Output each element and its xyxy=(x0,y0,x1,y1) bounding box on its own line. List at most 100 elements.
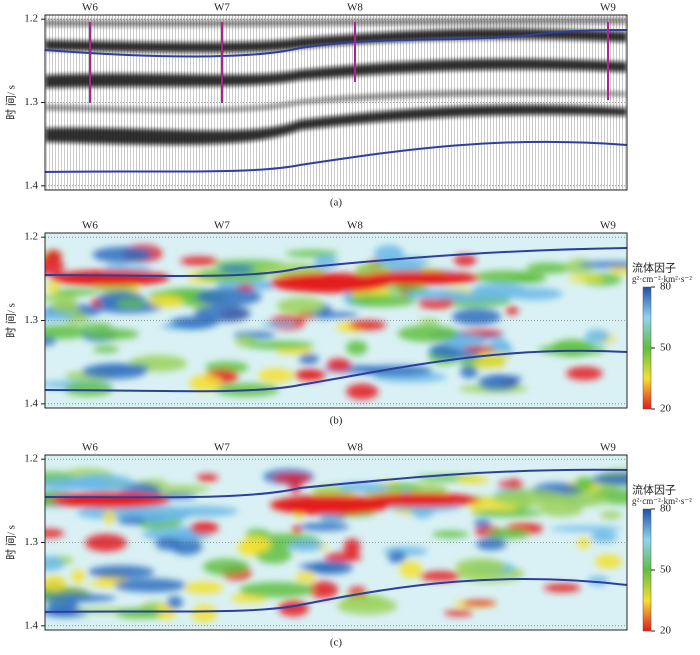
blob xyxy=(45,282,60,293)
blob xyxy=(455,558,506,576)
blob xyxy=(374,244,404,263)
blob xyxy=(170,316,219,329)
blob xyxy=(590,531,618,543)
blob xyxy=(431,530,469,538)
blob xyxy=(189,374,222,393)
y-tick-label: 1.3 xyxy=(24,314,38,326)
blob xyxy=(360,271,480,285)
colorbar-tick-label: 50 xyxy=(660,342,672,354)
blob xyxy=(538,344,607,356)
blob xyxy=(539,502,584,517)
blob xyxy=(476,537,507,551)
blob xyxy=(411,504,434,519)
blob xyxy=(348,320,387,331)
colorbar-tick-label: 80 xyxy=(660,281,672,293)
blob xyxy=(308,581,339,599)
blob xyxy=(115,608,162,619)
blob xyxy=(492,489,565,507)
blob xyxy=(276,297,326,315)
blob xyxy=(45,575,67,591)
blob xyxy=(584,329,610,344)
blob xyxy=(445,333,486,350)
y-tick-label: 1.2 xyxy=(24,453,38,465)
y-axis-label: 时 间/ s xyxy=(5,303,18,338)
blob xyxy=(45,324,92,340)
blob xyxy=(505,306,519,315)
blob xyxy=(326,358,352,372)
blob xyxy=(345,340,368,356)
blob xyxy=(417,297,455,309)
blob xyxy=(45,257,65,276)
well-label: W8 xyxy=(347,442,363,454)
blob xyxy=(71,569,86,583)
blob xyxy=(456,476,490,484)
blob xyxy=(336,482,392,493)
blob xyxy=(190,521,219,535)
blob xyxy=(82,322,113,329)
colorbar-unit: g²·cm⁻²·km²·s⁻² xyxy=(632,274,692,284)
blob xyxy=(245,340,315,350)
blob xyxy=(478,374,519,391)
blob xyxy=(337,596,398,615)
blob xyxy=(45,478,109,491)
well-label: W9 xyxy=(600,442,616,454)
well-label: W8 xyxy=(347,2,363,14)
blob xyxy=(52,288,98,296)
blob xyxy=(239,581,315,598)
blob xyxy=(50,270,170,286)
blob xyxy=(555,492,609,507)
blob xyxy=(385,284,429,293)
blob xyxy=(599,511,623,519)
blob xyxy=(346,383,379,400)
blob xyxy=(92,345,120,353)
blob xyxy=(285,249,339,258)
blob xyxy=(567,275,605,283)
blob xyxy=(291,525,302,534)
blob xyxy=(525,262,572,274)
blob xyxy=(343,538,361,556)
blob xyxy=(166,596,183,610)
blob xyxy=(275,347,314,355)
well-label: W6 xyxy=(82,2,98,14)
blob xyxy=(117,517,148,525)
y-axis-label: 时 间/ s xyxy=(5,525,18,560)
blob xyxy=(202,558,250,576)
blob xyxy=(240,535,272,554)
blob xyxy=(577,537,591,549)
blob xyxy=(594,554,622,569)
blob xyxy=(257,368,294,383)
blob xyxy=(149,294,184,308)
blob xyxy=(348,294,417,308)
blob xyxy=(45,294,78,303)
blob xyxy=(45,594,117,603)
blob xyxy=(486,528,530,540)
panel-caption: (a) xyxy=(330,197,343,209)
blob xyxy=(504,287,563,301)
blob xyxy=(116,298,148,308)
blob xyxy=(309,311,359,319)
colorbar-tick-label: 80 xyxy=(660,503,672,515)
blob xyxy=(444,609,474,617)
blob xyxy=(397,325,459,343)
y-tick-label: 1.3 xyxy=(24,536,38,548)
well-label: W9 xyxy=(600,2,616,14)
blob xyxy=(566,366,603,381)
blob xyxy=(196,473,219,482)
blob xyxy=(549,525,622,532)
attribute-map xyxy=(45,233,627,408)
y-tick-label: 1.3 xyxy=(24,96,38,108)
blob xyxy=(85,533,127,552)
blob xyxy=(94,364,151,371)
blob xyxy=(45,311,75,321)
blob xyxy=(453,254,477,267)
blob xyxy=(103,510,116,524)
panel-caption: (c) xyxy=(330,637,343,649)
panel-caption: (b) xyxy=(330,415,343,427)
blob xyxy=(575,476,594,492)
blob xyxy=(50,492,170,508)
y-tick-label: 1.4 xyxy=(24,619,38,631)
well-label: W7 xyxy=(214,220,230,232)
y-tick-label: 1.2 xyxy=(24,231,38,243)
blob xyxy=(180,256,218,266)
